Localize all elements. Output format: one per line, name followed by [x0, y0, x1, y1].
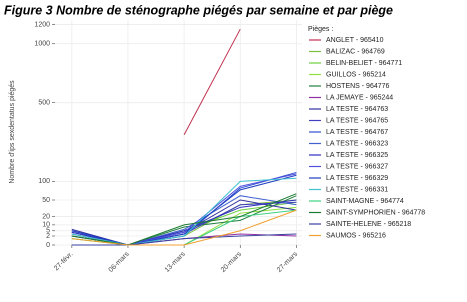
y-tick-label: 20: [42, 213, 50, 220]
x-tick-label: 06-mars: [108, 250, 131, 273]
legend-label: LA TESTE - 966325: [326, 152, 388, 159]
x-tick-label: 27-févr.: [53, 251, 74, 272]
y-tick-label: 1000: [34, 41, 50, 48]
legend-label: LA JEMAYE - 965244: [326, 94, 393, 101]
legend-label: LA TESTE - 964767: [326, 129, 388, 136]
legend-label: SAUMOS - 965216: [326, 232, 386, 239]
legend-label: GUILLOS - 965214: [326, 71, 386, 78]
legend-label: LA TESTE - 966323: [326, 140, 388, 147]
series-line: [71, 233, 297, 246]
x-tick-label: 27-mars: [276, 250, 299, 273]
series-line: [71, 177, 297, 246]
y-tick-label: 0: [46, 242, 50, 249]
legend-title: Pièges :: [308, 26, 333, 33]
legend-label: SAINTE-HELENE - 965218: [326, 221, 411, 228]
legend-label: LA TESTE - 966331: [326, 186, 388, 193]
series-line: [71, 209, 297, 246]
x-tick-label: 13-mars: [164, 250, 187, 273]
series-line: [183, 28, 241, 136]
legend-label: SAINT-SYMPHORIEN - 964778: [326, 209, 425, 216]
series-line: [71, 193, 297, 246]
legend-label: LA TESTE - 964763: [326, 106, 388, 113]
legend-label: LA TESTE - 964765: [326, 117, 388, 124]
y-tick-label: 50: [42, 197, 50, 204]
y-tick-label: 5: [46, 228, 50, 235]
legend-label: HOSTENS - 964776: [326, 83, 390, 90]
chart-title: Figure 3 Nombre de sténographe piégés pa…: [4, 3, 393, 17]
y-tick-label: 10: [42, 222, 50, 229]
legend-label: LA TESTE - 966329: [326, 175, 388, 182]
y-tick-label: 2: [46, 233, 50, 240]
y-tick-label: 500: [38, 100, 50, 107]
x-tick-label: 20-mars: [220, 250, 243, 273]
y-tick-label: 1200: [34, 21, 50, 28]
y-tick-label: 100: [38, 178, 50, 185]
legend-label: SAINT-MAGNE - 964774: [326, 198, 404, 205]
series-line: [71, 174, 297, 246]
legend-label: LA TESTE - 966327: [326, 163, 388, 170]
y-axis-title: Nombre d'ips sexdentatus piégés: [9, 80, 16, 184]
legend-label: BALIZAC - 964769: [326, 48, 385, 55]
legend-label: BELIN-BELIET - 964771: [326, 60, 402, 67]
legend-label: ANGLET - 965410: [326, 37, 384, 44]
